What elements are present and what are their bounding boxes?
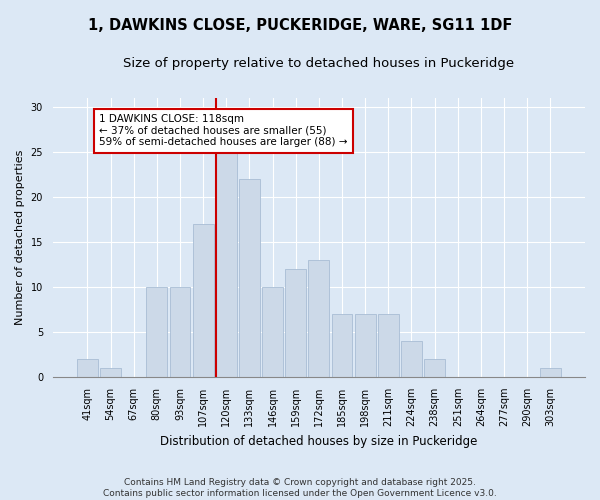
- Bar: [77, 359, 98, 377]
- Bar: [401, 341, 422, 377]
- Bar: [239, 179, 260, 377]
- X-axis label: Distribution of detached houses by size in Puckeridge: Distribution of detached houses by size …: [160, 434, 478, 448]
- Bar: [146, 287, 167, 377]
- Bar: [540, 368, 561, 377]
- Bar: [424, 359, 445, 377]
- Bar: [355, 314, 376, 377]
- Text: Contains HM Land Registry data © Crown copyright and database right 2025.
Contai: Contains HM Land Registry data © Crown c…: [103, 478, 497, 498]
- Bar: [170, 287, 190, 377]
- Bar: [193, 224, 214, 377]
- Bar: [308, 260, 329, 377]
- Text: 1, DAWKINS CLOSE, PUCKERIDGE, WARE, SG11 1DF: 1, DAWKINS CLOSE, PUCKERIDGE, WARE, SG11…: [88, 18, 512, 32]
- Text: 1 DAWKINS CLOSE: 118sqm
← 37% of detached houses are smaller (55)
59% of semi-de: 1 DAWKINS CLOSE: 118sqm ← 37% of detache…: [99, 114, 347, 148]
- Bar: [262, 287, 283, 377]
- Bar: [100, 368, 121, 377]
- Bar: [378, 314, 399, 377]
- Bar: [216, 152, 237, 377]
- Y-axis label: Number of detached properties: Number of detached properties: [15, 150, 25, 325]
- Bar: [332, 314, 352, 377]
- Title: Size of property relative to detached houses in Puckeridge: Size of property relative to detached ho…: [124, 58, 514, 70]
- Bar: [286, 269, 306, 377]
